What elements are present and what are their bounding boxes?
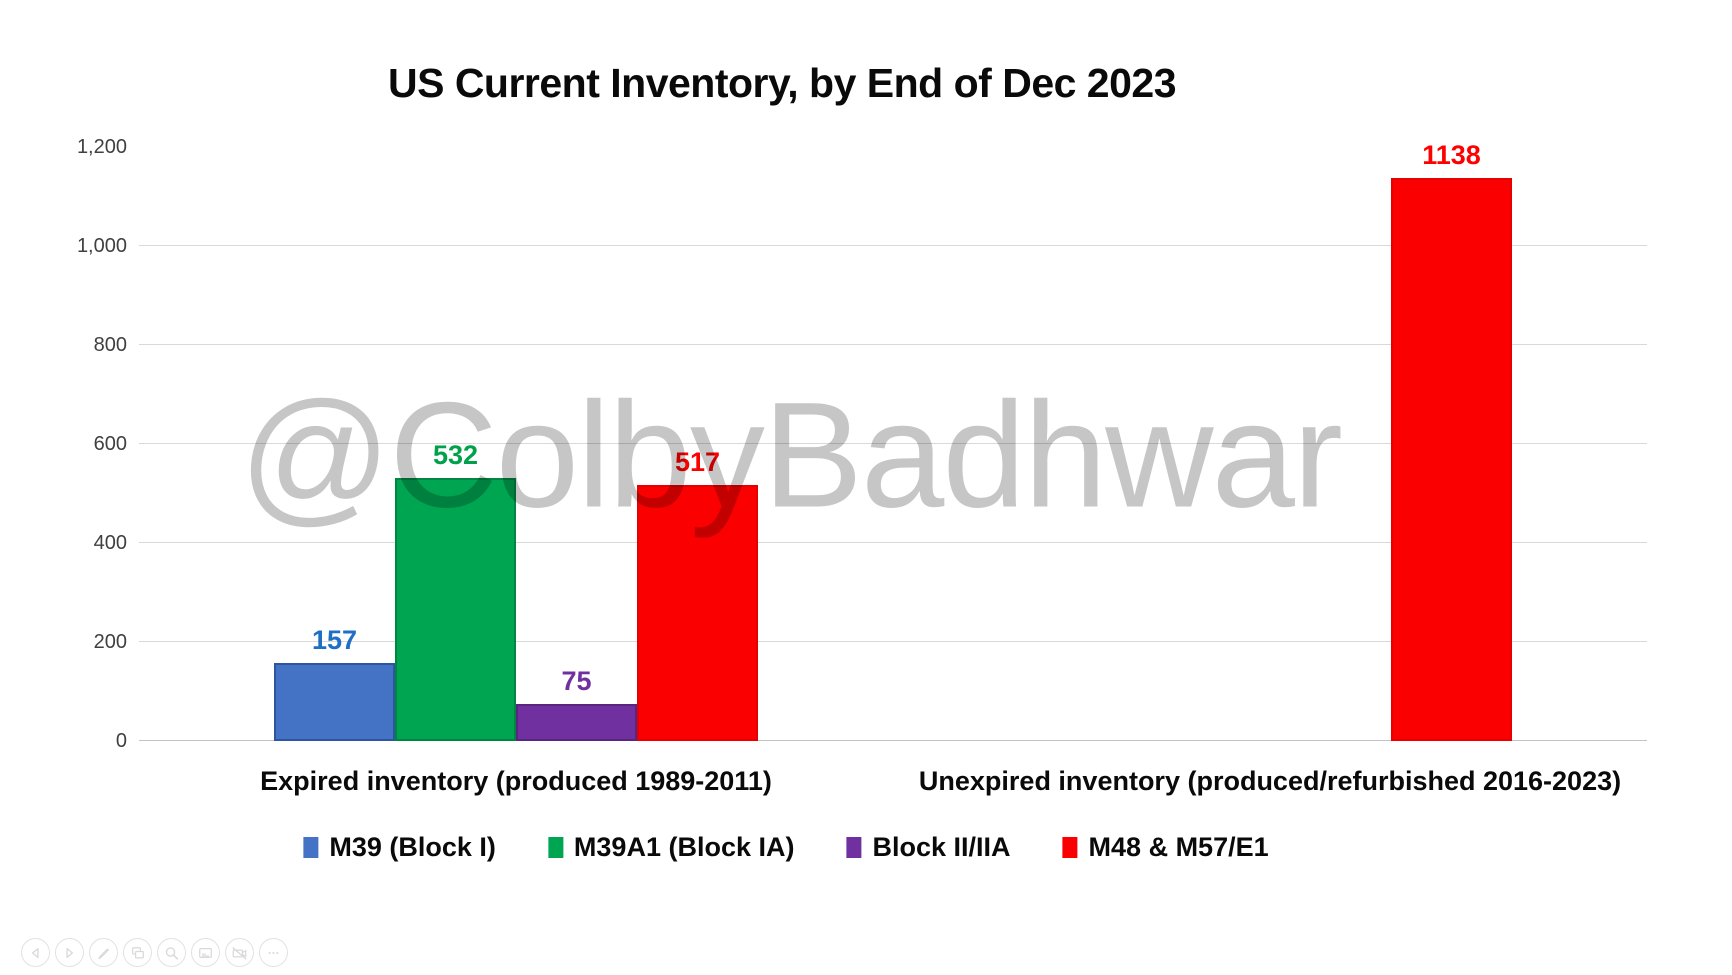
- y-axis-tick-label: 200: [93, 631, 127, 653]
- pen-icon: [98, 948, 109, 959]
- bar-block-ii-iia: [516, 703, 637, 741]
- gridline: [139, 344, 1647, 345]
- camera-off-icon: [232, 946, 247, 960]
- magnifier-icon: [165, 946, 179, 960]
- category-label: Unexpired inventory (produced/refurbishe…: [918, 766, 1622, 796]
- next-slide-button[interactable]: [55, 938, 84, 967]
- captions-icon: [199, 947, 212, 958]
- legend-item-m39a1-block-ia: M39A1 (Block IA): [547, 832, 795, 863]
- captions-button[interactable]: [191, 938, 220, 967]
- slides-grid-icon: [132, 946, 144, 958]
- more-options-button[interactable]: [259, 938, 288, 967]
- category-label: Expired inventory (produced 1989-2011): [260, 766, 772, 796]
- y-axis-tick-label: 400: [93, 532, 127, 554]
- legend-label: M48 & M57/E1: [1088, 832, 1269, 862]
- gridline: [139, 443, 1647, 444]
- previous-slide-button[interactable]: [21, 938, 50, 967]
- bar-value-label: 75: [561, 665, 592, 696]
- ellipsis-icon: [268, 951, 279, 954]
- chevron-right-icon: [66, 947, 74, 958]
- plot-area: 157 532 75 517 1138: [139, 140, 1647, 741]
- bar-value-label: 1138: [1422, 139, 1481, 170]
- gridline: [139, 641, 1647, 642]
- camera-toggle-button[interactable]: [225, 938, 254, 967]
- y-axis: 0 200 400 600 800 1,000 1,200: [0, 136, 127, 752]
- slideshow-toolbar: [21, 938, 288, 967]
- y-axis-tick-label: 600: [93, 433, 127, 455]
- pen-annotate-button[interactable]: [89, 938, 118, 967]
- see-all-slides-button[interactable]: [123, 938, 152, 967]
- bar-m39-block-i: [274, 663, 395, 741]
- y-axis-tick-label: 0: [115, 730, 127, 752]
- chevron-left-icon: [31, 947, 39, 958]
- y-axis-tick-label: 1,000: [76, 235, 127, 257]
- bar-m48-m57-e1: [1391, 177, 1512, 741]
- zoom-button[interactable]: [157, 938, 186, 967]
- bar-value-label: 157: [311, 625, 358, 656]
- gridline: [139, 542, 1647, 543]
- legend-label: M39 (Block I): [329, 832, 496, 862]
- x-axis-line: [139, 740, 1647, 741]
- legend: M39 (Block I) M39A1 (Block IA) Block II/II…: [303, 832, 1269, 863]
- legend-item-m39-block-i: M39 (Block I): [303, 832, 496, 863]
- y-axis-tick-label: 800: [93, 334, 127, 356]
- legend-swatch: [846, 837, 862, 858]
- y-axis-tick-label: 1,200: [76, 136, 127, 158]
- legend-swatch: [547, 837, 563, 858]
- bar-m39a1-block-ia: [395, 477, 516, 741]
- legend-label: Block II/IIA: [872, 832, 1011, 862]
- legend-swatch: [303, 837, 319, 858]
- legend-label: M39A1 (Block IA): [573, 832, 795, 862]
- bar-m48-m57-e1: [637, 485, 758, 741]
- legend-swatch: [1062, 837, 1078, 858]
- chart-title: US Current Inventory, by End of Dec 2023: [387, 60, 1177, 106]
- bar-value-label: 532: [432, 439, 479, 470]
- bar-value-label: 517: [674, 447, 721, 478]
- legend-item-m48-m57-e1: M48 & M57/E1: [1062, 832, 1269, 863]
- gridline: [139, 245, 1647, 246]
- legend-item-block-ii-iia: Block II/IIA: [846, 832, 1011, 863]
